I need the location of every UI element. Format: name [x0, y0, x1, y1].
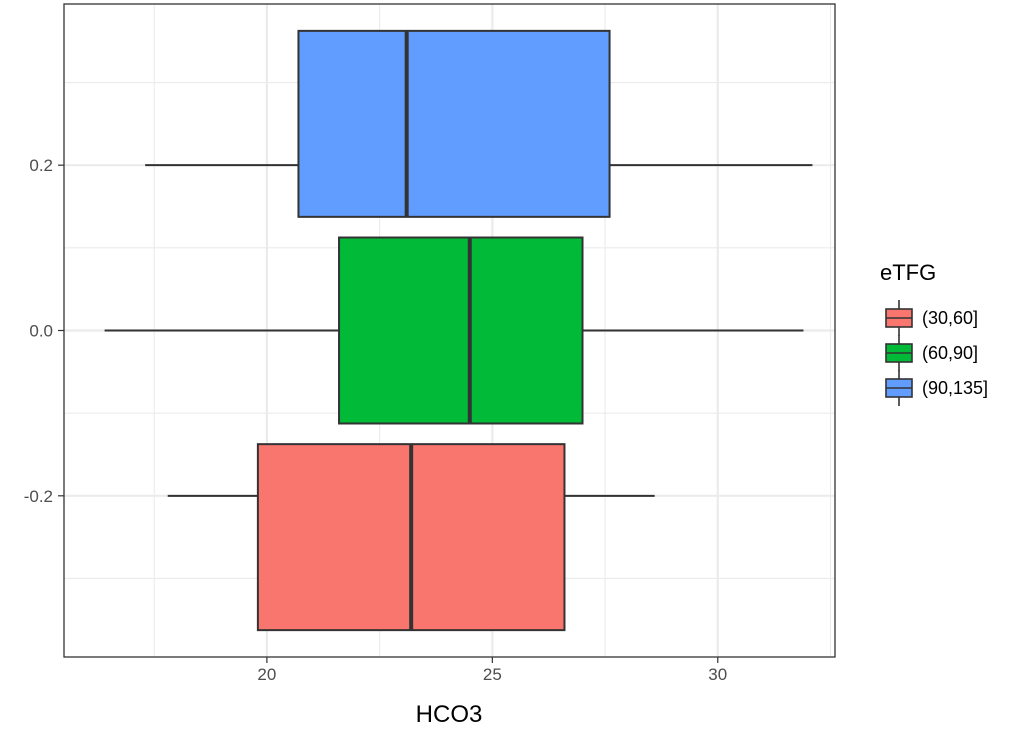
x-tick-label: 30: [708, 665, 727, 684]
legend-item: (30,60]: [885, 300, 978, 336]
x-axis-title: HCO3: [416, 701, 483, 728]
box-1: [104, 236, 804, 425]
legend-item: (60,90]: [885, 335, 978, 371]
box-series: [104, 29, 813, 632]
box-0: [167, 443, 655, 632]
legend-title: eTFG: [880, 260, 936, 285]
legend-item: (90,135]: [885, 370, 988, 406]
y-tick-label: -0.2: [24, 487, 53, 506]
y-tick-label: 0.2: [29, 156, 53, 175]
legend-label: (30,60]: [922, 308, 978, 328]
legend-label: (60,90]: [922, 343, 978, 363]
x-tick-label: 20: [257, 665, 276, 684]
legend: eTFG (30,60] (60,90] (90,135]: [880, 260, 988, 406]
axes: 20 25 30 -0.2 0.0 0.2: [24, 156, 728, 684]
legend-label: (90,135]: [922, 378, 988, 398]
box-body: [338, 236, 584, 425]
y-tick-label: 0.0: [29, 322, 53, 341]
box-2: [145, 29, 813, 218]
box-body: [297, 29, 611, 218]
x-tick-label: 25: [483, 665, 502, 684]
